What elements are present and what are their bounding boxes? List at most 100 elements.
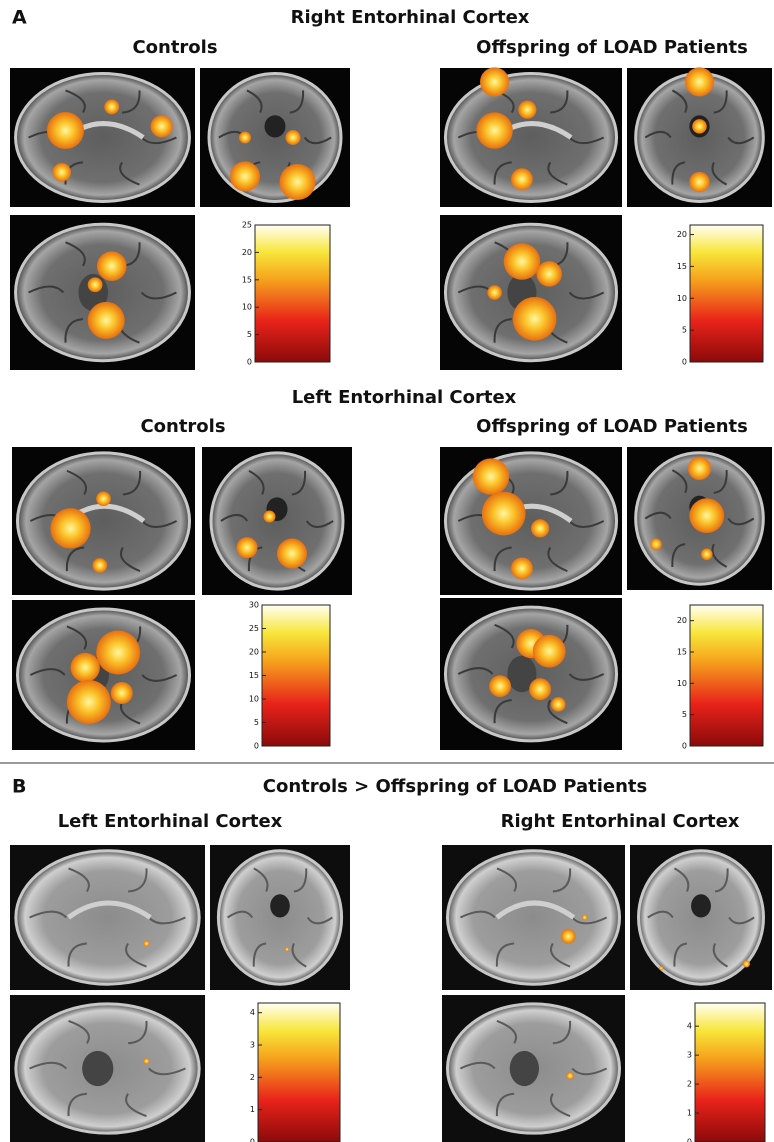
activation: [67, 680, 111, 724]
brain-outline: [16, 74, 190, 202]
colorbar-tick-label: 5: [254, 718, 259, 727]
group-title: Controls: [132, 37, 217, 58]
section-title: Controls > Offspring of LOAD Patients: [263, 776, 647, 797]
activation: [511, 557, 533, 579]
activation: [104, 100, 119, 115]
brain-sagittal-view: [10, 68, 195, 207]
brain-axial-view: [440, 598, 622, 750]
colorbar: [695, 1003, 765, 1142]
activation: [561, 929, 576, 944]
activation: [743, 960, 750, 967]
panel-label: A: [12, 7, 27, 29]
colorbar-tick-label: 0: [247, 358, 252, 367]
ventricles: [265, 115, 286, 137]
panel-label: B: [12, 776, 26, 798]
colorbar: [262, 605, 330, 746]
ventricles: [691, 894, 711, 917]
group-title: Right Entorhinal Cortex: [501, 811, 740, 832]
section-title: Right Entorhinal Cortex: [291, 7, 530, 28]
activation: [513, 297, 557, 341]
activation: [688, 457, 711, 480]
activation: [151, 115, 173, 137]
colorbar: [255, 225, 330, 362]
ventricles: [270, 894, 290, 917]
activation: [264, 511, 276, 523]
colorbar-tick-label: 10: [677, 294, 687, 303]
activation: [88, 277, 103, 292]
activation: [529, 678, 551, 700]
colorbar-tick-label: 25: [249, 624, 259, 633]
colorbar-tick-label: 15: [242, 275, 252, 284]
activation: [237, 537, 258, 558]
activation: [692, 119, 707, 134]
activation: [480, 67, 509, 96]
colorbar-tick-label: 15: [677, 262, 687, 271]
activation: [473, 458, 509, 494]
brain-sagittal-view: [10, 845, 205, 990]
colorbar-tick-label: 3: [687, 1051, 692, 1060]
colorbar-tick-label: 1: [250, 1105, 255, 1114]
colorbar-tick-label: 10: [249, 695, 259, 704]
colorbar-tick-label: 25: [242, 221, 252, 230]
midbrain: [82, 1051, 113, 1086]
activation: [489, 675, 511, 697]
colorbar-tick-label: 0: [682, 742, 687, 751]
colorbar-tick-label: 4: [687, 1022, 692, 1031]
activation: [487, 285, 502, 300]
activation: [504, 243, 540, 279]
activation: [239, 132, 251, 144]
colorbar-tick-label: 20: [677, 616, 687, 625]
activation: [285, 947, 289, 951]
activation: [277, 539, 307, 569]
brain-outline: [209, 74, 341, 202]
activation: [280, 164, 316, 200]
activation: [701, 548, 713, 560]
activation: [533, 635, 566, 668]
brain-coronal-view: [627, 67, 772, 207]
activation: [582, 915, 587, 920]
colorbar: [690, 605, 763, 746]
activation: [536, 261, 561, 286]
activation: [47, 112, 84, 149]
activation: [50, 508, 90, 548]
colorbar-tick-label: 10: [242, 303, 252, 312]
colorbar-tick-label: 20: [249, 648, 259, 657]
colorbar-tick-label: 20: [242, 248, 252, 257]
group-title: Controls: [140, 416, 225, 437]
activation: [551, 697, 566, 712]
colorbar: [258, 1003, 340, 1142]
activation: [511, 168, 533, 190]
colorbar-tick-label: 10: [677, 679, 687, 688]
group-title: Offspring of LOAD Patients: [476, 416, 748, 437]
brain-sagittal-view: [12, 447, 195, 595]
group-title: Offspring of LOAD Patients: [476, 37, 748, 58]
activation: [88, 302, 125, 339]
activation: [685, 67, 714, 96]
activation: [482, 492, 526, 536]
activation: [689, 498, 724, 533]
brain-coronal-view: [627, 447, 772, 590]
activation: [476, 112, 512, 148]
colorbar-tick-label: 0: [687, 1138, 692, 1142]
activation: [650, 538, 662, 550]
brain-coronal-view: [630, 845, 772, 990]
colorbar: [690, 225, 763, 362]
colorbar-tick-label: 4: [250, 1008, 255, 1017]
colorbar-tick-label: 0: [254, 742, 259, 751]
activation: [93, 558, 108, 573]
colorbar-tick-label: 5: [682, 710, 687, 719]
colorbar-tick-label: 1: [687, 1109, 692, 1118]
activation: [566, 1072, 573, 1079]
brain-coronal-view: [202, 447, 352, 595]
activation: [230, 161, 260, 191]
activation: [659, 966, 663, 970]
brain-outline: [16, 851, 199, 984]
colorbar-tick-label: 2: [250, 1073, 255, 1082]
brain-axial-view: [10, 215, 195, 370]
activation: [96, 491, 111, 506]
activation: [531, 519, 549, 537]
colorbar-tick-label: 15: [249, 671, 259, 680]
activation: [96, 631, 140, 675]
activation: [518, 101, 536, 119]
colorbar-tick-label: 30: [249, 601, 259, 610]
